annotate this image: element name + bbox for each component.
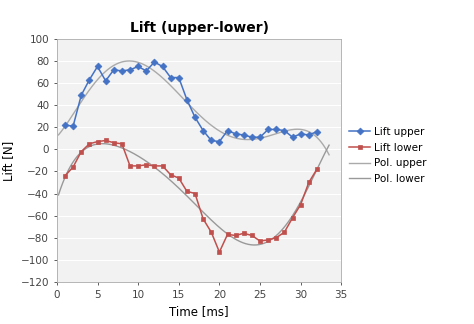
Lift upper <box>184 98 190 102</box>
Lift lower <box>201 217 206 221</box>
Lift upper <box>87 78 92 82</box>
Lift upper <box>103 79 109 83</box>
Y-axis label: Lift [N]: Lift [N] <box>2 140 15 180</box>
Pol. upper <box>253 137 259 141</box>
Lift lower <box>257 239 263 243</box>
Lift upper <box>111 68 117 72</box>
Lift upper <box>78 93 84 97</box>
Line: Lift upper: Lift upper <box>63 60 319 144</box>
Lift upper <box>290 135 295 139</box>
Lift lower <box>290 216 295 220</box>
Lift upper <box>273 128 279 132</box>
Lift upper <box>201 129 206 133</box>
Lift upper <box>135 64 141 68</box>
Lift lower <box>111 141 117 145</box>
Pol. upper <box>252 137 257 141</box>
Lift upper <box>119 69 125 73</box>
Pol. upper <box>326 153 332 157</box>
Lift lower <box>233 234 238 237</box>
Lift lower <box>135 164 141 168</box>
Lift lower <box>217 250 222 254</box>
Lift lower <box>160 164 165 168</box>
Lift lower <box>144 163 149 167</box>
Lift upper <box>241 133 246 137</box>
Pol. upper <box>145 64 150 68</box>
Lift lower <box>314 167 320 171</box>
Pol. upper <box>126 59 132 63</box>
Lift upper <box>249 135 255 139</box>
Lift upper <box>127 68 133 72</box>
Lift lower <box>273 236 279 240</box>
Lift lower <box>78 150 84 154</box>
Lift upper <box>306 133 311 137</box>
Lift lower <box>298 202 303 206</box>
Pol. lower <box>326 143 332 147</box>
Lift lower <box>87 142 92 146</box>
Lift upper <box>168 75 173 79</box>
Pol. lower <box>55 193 61 197</box>
Lift lower <box>152 164 157 168</box>
Lift upper <box>314 130 320 133</box>
Title: Lift (upper-lower): Lift (upper-lower) <box>129 21 269 35</box>
Lift upper <box>152 60 157 64</box>
Lift lower <box>62 174 68 178</box>
Line: Lift lower: Lift lower <box>63 138 319 254</box>
Lift lower <box>127 164 133 168</box>
Lift lower <box>209 230 214 234</box>
Line: Pol. lower: Pol. lower <box>58 144 329 245</box>
Pol. lower <box>100 142 105 145</box>
Lift lower <box>95 140 100 144</box>
Pol. lower <box>252 243 257 247</box>
Lift lower <box>265 238 271 242</box>
Line: Pol. upper: Pol. upper <box>58 61 329 155</box>
Pol. upper <box>164 79 169 83</box>
Pol. lower <box>164 175 169 179</box>
Lift lower <box>168 173 173 177</box>
Lift upper <box>282 129 287 133</box>
Lift upper <box>192 115 198 119</box>
Lift upper <box>265 128 271 132</box>
Lift lower <box>241 231 246 235</box>
Lift upper <box>257 135 263 139</box>
Lift upper <box>70 124 76 128</box>
Lift lower <box>70 165 76 169</box>
Pol. lower <box>145 160 150 164</box>
Lift upper <box>95 64 100 68</box>
Lift lower <box>176 176 182 180</box>
Pol. lower <box>227 233 232 237</box>
Lift upper <box>217 140 222 144</box>
Lift upper <box>62 123 68 127</box>
Lift lower <box>184 189 190 193</box>
Pol. upper <box>88 86 94 90</box>
Lift upper <box>176 75 182 79</box>
Lift upper <box>144 69 149 73</box>
Lift lower <box>306 180 311 184</box>
Lift lower <box>119 142 125 146</box>
Pol. upper <box>227 134 232 138</box>
Pol. lower <box>88 144 94 148</box>
Lift lower <box>225 232 230 236</box>
Lift lower <box>103 139 109 143</box>
Pol. upper <box>55 133 61 137</box>
Lift lower <box>192 191 198 195</box>
Lift upper <box>233 132 238 136</box>
Legend: Lift upper, Lift lower, Pol. upper, Pol. lower: Lift upper, Lift lower, Pol. upper, Pol.… <box>349 127 427 184</box>
Pol. lower <box>252 243 258 247</box>
X-axis label: Time [ms]: Time [ms] <box>169 305 229 318</box>
Lift upper <box>298 132 303 136</box>
Lift upper <box>225 129 230 133</box>
Lift lower <box>282 230 287 234</box>
Pol. lower <box>254 243 259 247</box>
Lift lower <box>249 234 255 237</box>
Lift upper <box>209 139 214 143</box>
Lift upper <box>160 64 165 68</box>
